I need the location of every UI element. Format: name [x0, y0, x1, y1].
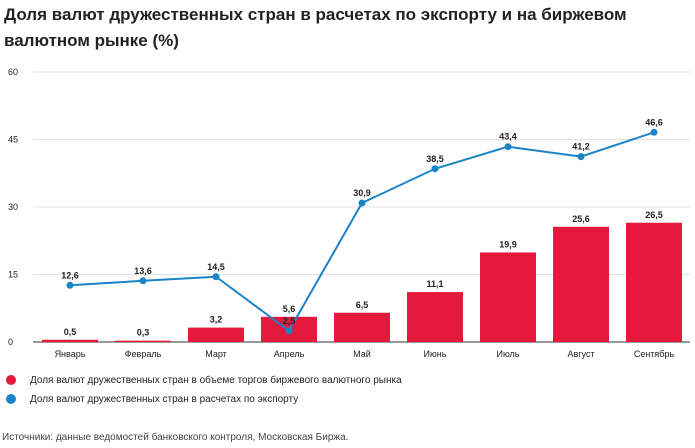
- bar-data-label: 3,2: [210, 315, 223, 325]
- legend-bar-label: Доля валют дружественных стран в объеме …: [30, 374, 402, 386]
- x-tick-label: Март: [205, 349, 227, 359]
- source-note: Источники: данные ведомостей банковского…: [2, 432, 349, 443]
- bar-data-label: 11,1: [426, 279, 443, 289]
- line-point: [139, 277, 147, 285]
- bar-data-label: 0,5: [64, 327, 77, 337]
- legend-line-marker: [6, 394, 16, 404]
- line-data-label: 41,2: [572, 142, 590, 152]
- bar-data-label: 5,6: [283, 304, 296, 314]
- x-tick-label: Апрель: [274, 349, 305, 359]
- bar-data-label: 26,5: [645, 210, 663, 220]
- y-tick-label: 30: [8, 202, 18, 212]
- bar: [334, 312, 390, 342]
- bar-data-label: 19,9: [499, 239, 517, 249]
- legend-bar-marker: [6, 375, 16, 385]
- legend-item-bars: Доля валют дружественных стран в объеме …: [6, 372, 402, 388]
- legend-line-label: Доля валют дружественных стран в расчета…: [30, 393, 299, 405]
- line-data-label: 14,5: [207, 262, 225, 272]
- line-point: [577, 153, 585, 161]
- bar-data-label: 0,3: [137, 328, 150, 338]
- bar: [188, 327, 244, 342]
- bar: [553, 226, 609, 342]
- line-point: [285, 327, 293, 335]
- line-data-label: 46,6: [645, 117, 663, 127]
- line-point: [66, 281, 74, 289]
- x-tick-label: Июнь: [424, 349, 447, 359]
- legend-item-line: Доля валют дружественных стран в расчета…: [6, 391, 298, 407]
- line-point: [650, 128, 658, 136]
- bar: [480, 252, 536, 342]
- y-tick-label: 15: [8, 270, 18, 280]
- y-tick-label: 60: [8, 67, 18, 77]
- bar-data-label: 6,5: [356, 300, 369, 310]
- x-tick-label: Сентябрь: [634, 349, 675, 359]
- line-data-label: 30,9: [353, 188, 371, 198]
- line-data-label: 12,6: [61, 270, 79, 280]
- bar: [626, 222, 682, 342]
- line-point: [212, 273, 220, 281]
- y-tick-label: 0: [8, 337, 13, 347]
- bar: [407, 292, 463, 342]
- line-data-label: 2,5: [283, 316, 296, 326]
- bar: [42, 339, 98, 342]
- bar: [115, 340, 171, 342]
- line-point: [431, 165, 439, 173]
- x-tick-label: Август: [567, 349, 594, 359]
- chart-title: Доля валют дружественных стран в расчета…: [4, 5, 627, 50]
- line-data-label: 13,6: [134, 266, 152, 276]
- x-tick-label: Февраль: [125, 349, 162, 359]
- line-point: [504, 143, 512, 151]
- x-tick-label: Январь: [55, 349, 86, 359]
- y-tick-label: 45: [8, 135, 18, 145]
- bar-data-label: 25,6: [572, 214, 590, 224]
- x-tick-label: Июль: [497, 349, 520, 359]
- line-data-label: 43,4: [499, 132, 517, 142]
- line-point: [358, 199, 366, 207]
- x-tick-label: Май: [353, 349, 371, 359]
- line-data-label: 38,5: [426, 154, 444, 164]
